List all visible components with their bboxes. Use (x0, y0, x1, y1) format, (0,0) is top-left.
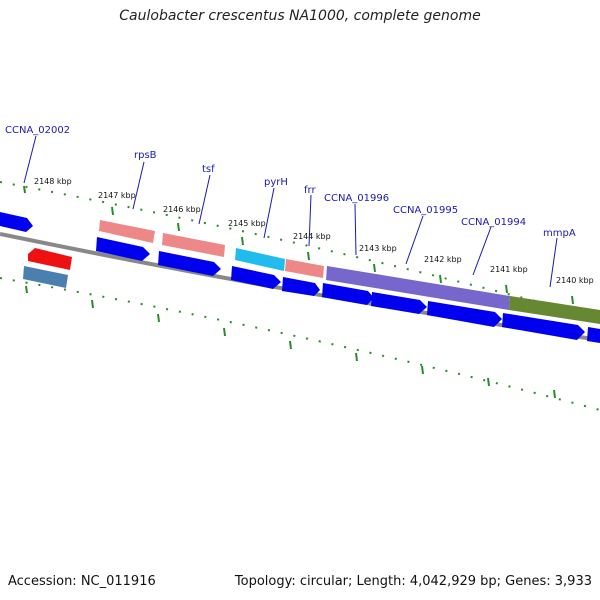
cds-arrow[interactable] (231, 266, 281, 289)
green-block-feature[interactable] (509, 296, 600, 324)
rpsb-feature[interactable] (99, 220, 155, 243)
cds-arrow[interactable] (502, 313, 585, 340)
major-ticks-inner (25, 285, 556, 399)
kbp-tick-label: 2141 kbp (490, 265, 528, 274)
purple-block-feature[interactable] (326, 266, 510, 310)
cds-arrow[interactable] (158, 251, 221, 276)
kbp-tick-label: 2147 kbp (98, 191, 136, 200)
pyrh-feature[interactable] (235, 248, 285, 271)
gene-label-frr[interactable]: frr (304, 185, 316, 196)
gene-label-ccna-01996[interactable]: CCNA_01996 (324, 193, 389, 204)
gene-label-mmpa[interactable]: mmpA (543, 228, 576, 239)
gene-label-tsf[interactable]: tsf (202, 164, 215, 175)
cds-arrow[interactable] (322, 283, 374, 305)
kbp-tick-label: 2148 kbp (34, 177, 72, 186)
gene-label-ccna-01994[interactable]: CCNA_01994 (461, 217, 526, 228)
cds-arrow[interactable] (587, 327, 600, 343)
cds-track (0, 212, 600, 343)
kbp-tick-label: 2140 kbp (556, 276, 594, 285)
gene-label-rpsb[interactable]: rpsB (134, 150, 157, 161)
feature-track (23, 220, 600, 324)
frr-feature[interactable] (285, 259, 324, 278)
map-title: Caulobacter crescentus NA1000, complete … (119, 8, 481, 24)
label-leaders (23, 135, 558, 288)
kbp-tick-label: 2144 kbp (293, 232, 331, 241)
genome-summary-text: Topology: circular; Length: 4,042,929 bp… (234, 574, 592, 589)
cds-arrow[interactable] (371, 292, 427, 314)
kbp-tick-label: 2146 kbp (163, 205, 201, 214)
red-gene-feature[interactable] (28, 248, 72, 270)
cds-arrow[interactable] (0, 212, 33, 232)
cds-arrow[interactable] (427, 301, 502, 327)
kbp-tick-label: 2142 kbp (424, 255, 462, 264)
gene-label-ccna-02002[interactable]: CCNA_02002 (5, 125, 70, 136)
gene-label-pyrh[interactable]: pyrH (264, 177, 288, 188)
cds-arrow[interactable] (282, 277, 320, 296)
major-ticks-outer (23, 185, 574, 305)
tsf-feature[interactable] (162, 233, 225, 257)
kbp-tick-label: 2143 kbp (359, 244, 397, 253)
cds-arrow[interactable] (96, 237, 150, 261)
steel-gene-feature[interactable] (23, 266, 68, 288)
accession-text: Accession: NC_011916 (8, 574, 156, 589)
kbp-tick-label: 2145 kbp (228, 219, 266, 228)
gene-label-ccna-01995[interactable]: CCNA_01995 (393, 205, 458, 216)
